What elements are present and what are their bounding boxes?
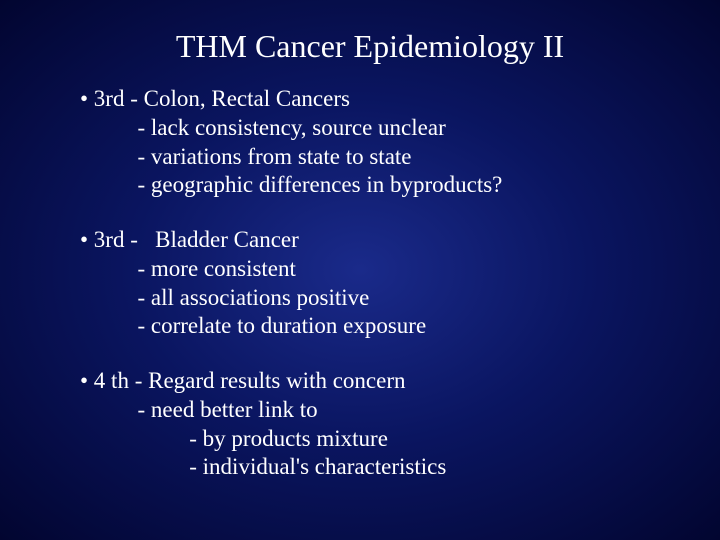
block-2-sub-1: - more consistent <box>80 255 660 284</box>
block-3-lead: • 4 th - Regard results with concern <box>80 367 660 396</box>
block-2-lead: • 3rd - Bladder Cancer <box>80 226 660 255</box>
block-1-lead: • 3rd - Colon, Rectal Cancers <box>80 85 660 114</box>
block-1-sub-1: - lack consistency, source unclear <box>80 114 660 143</box>
block-1-sub-2: - variations from state to state <box>80 143 660 172</box>
block-1: • 3rd - Colon, Rectal Cancers - lack con… <box>80 85 660 200</box>
block-3-sub-3: - individual's characteristics <box>80 453 660 482</box>
block-2: • 3rd - Bladder Cancer - more consistent… <box>80 226 660 341</box>
block-2-sub-3: - correlate to duration exposure <box>80 312 660 341</box>
block-2-sub-2: - all associations positive <box>80 284 660 313</box>
slide-title: THM Cancer Epidemiology II <box>80 28 660 65</box>
block-3: • 4 th - Regard results with concern - n… <box>80 367 660 482</box>
block-3-sub-1: - need better link to <box>80 396 660 425</box>
block-1-sub-3: - geographic differences in byproducts? <box>80 171 660 200</box>
slide: THM Cancer Epidemiology II • 3rd - Colon… <box>0 0 720 540</box>
block-3-sub-2: - by products mixture <box>80 425 660 454</box>
